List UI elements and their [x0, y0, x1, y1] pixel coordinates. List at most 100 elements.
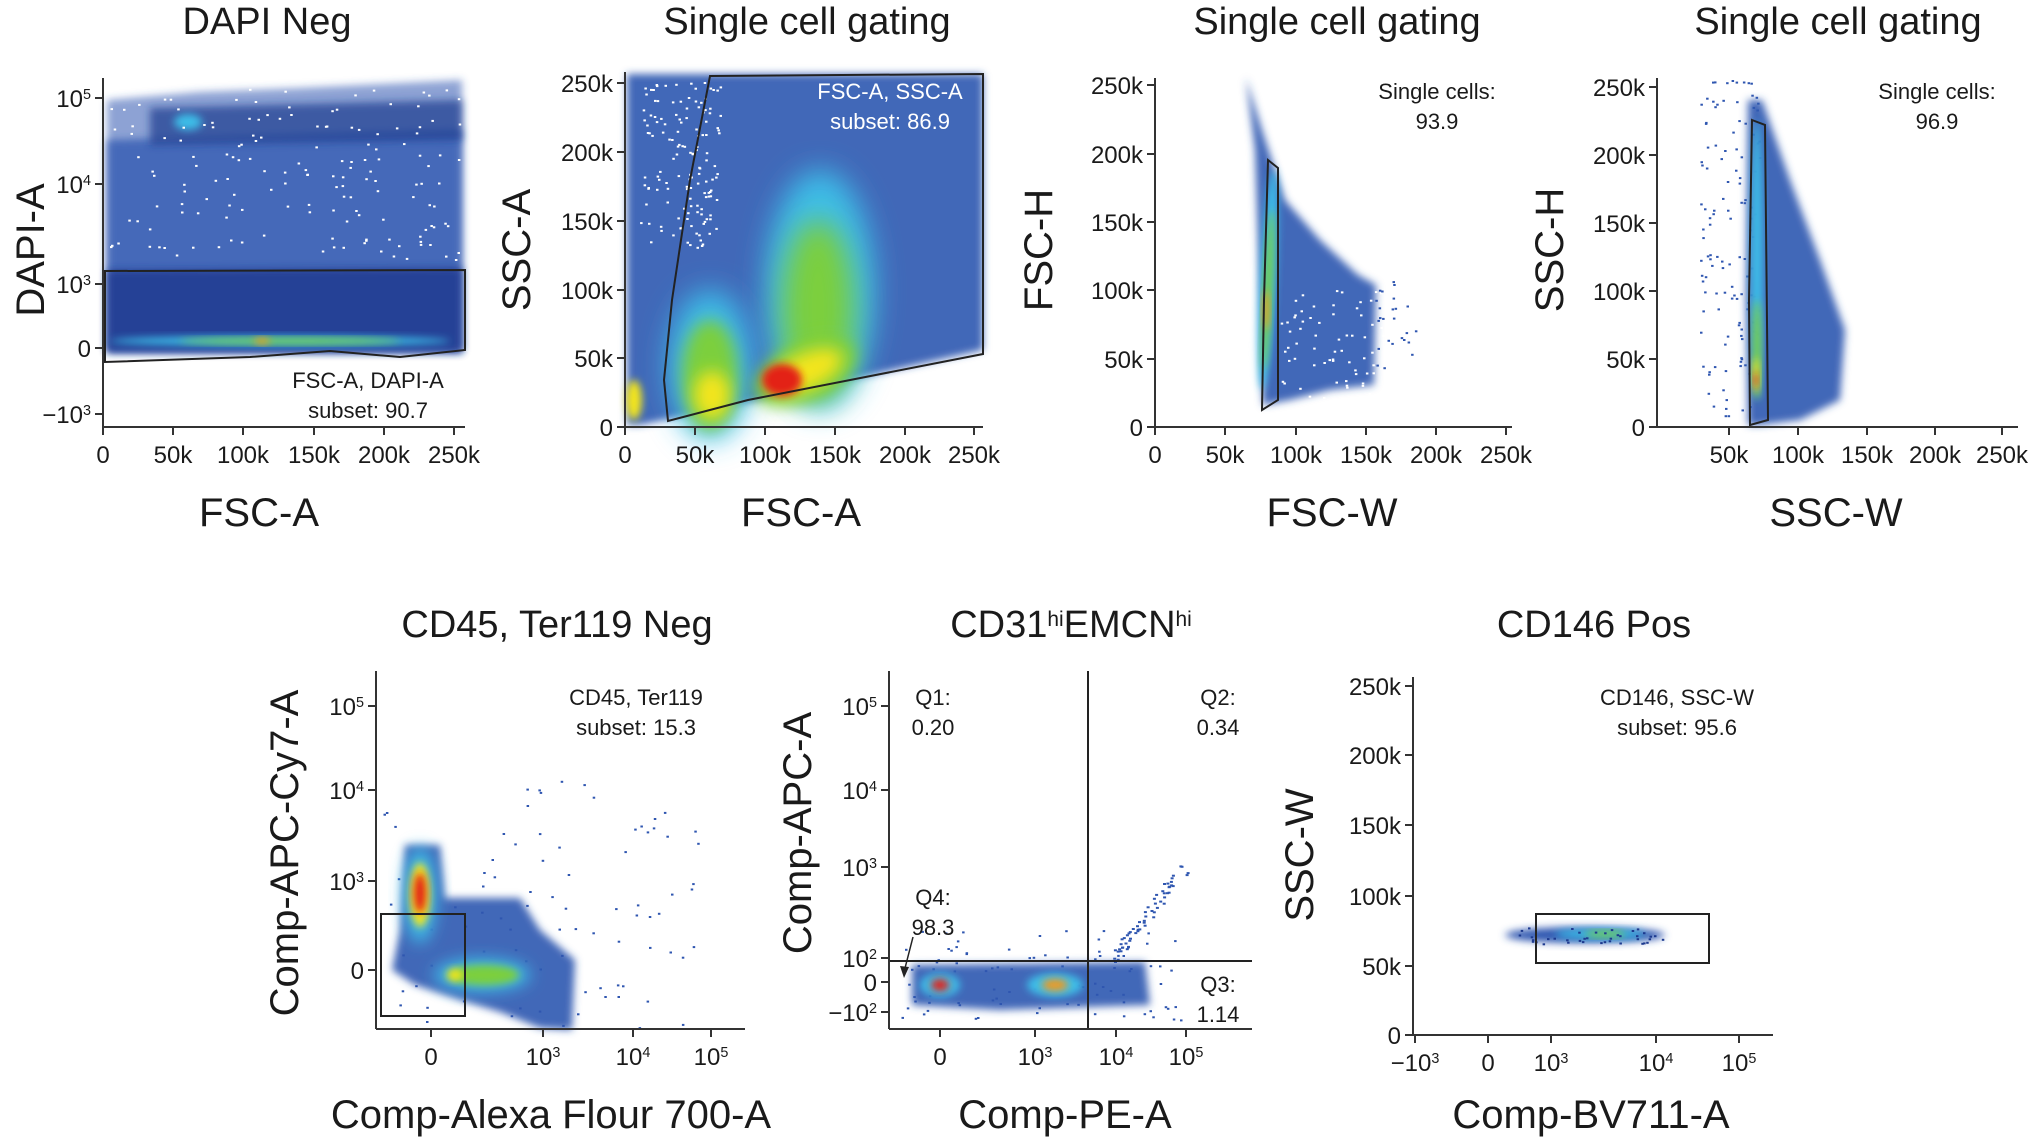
- event-dot: [363, 242, 366, 245]
- event-dot: [1354, 373, 1358, 376]
- event-dot: [430, 964, 433, 967]
- x-axis-label: Comp-Alexa Flour 700-A: [331, 1093, 771, 1137]
- event-dot: [424, 228, 428, 231]
- event-dot: [1389, 369, 1392, 372]
- event-dot: [1122, 937, 1126, 940]
- density-blob: [626, 380, 642, 420]
- event-dot: [1147, 932, 1150, 935]
- event-dot: [315, 146, 318, 149]
- event-dot: [1130, 968, 1133, 970]
- event-dot: [254, 101, 258, 103]
- panel-title: CD146 Pos: [1497, 604, 1691, 646]
- event-dot: [308, 211, 312, 214]
- event-dot: [1740, 328, 1743, 331]
- event-dot: [369, 170, 372, 173]
- event-dot: [1159, 965, 1162, 968]
- x-tick-label: 0: [1481, 1050, 1494, 1077]
- event-dot: [1387, 339, 1390, 342]
- event-dot: [1391, 342, 1394, 345]
- gate-annotation: 1.14: [1197, 1002, 1240, 1027]
- event-dot: [652, 827, 656, 830]
- event-dot: [1116, 950, 1120, 953]
- event-dot: [1155, 906, 1159, 909]
- event-dot: [1530, 936, 1534, 939]
- label-text: 10: [694, 1044, 721, 1071]
- event-dot: [709, 87, 713, 90]
- label-text: 150k: [1841, 442, 1894, 469]
- event-dot: [1365, 372, 1369, 375]
- event-dot: [1142, 921, 1146, 924]
- event-dot: [1360, 314, 1363, 317]
- label-text: 10: [329, 869, 356, 896]
- event-dot: [1411, 353, 1414, 356]
- event-dot: [1094, 958, 1097, 961]
- label-text: 50k: [1104, 347, 1144, 374]
- label-text: 150k: [809, 442, 862, 469]
- event-dot: [669, 951, 672, 954]
- density-blob: [762, 364, 802, 396]
- event-dot: [365, 238, 368, 241]
- density-blob: [174, 114, 202, 130]
- event-dot: [1294, 299, 1298, 302]
- event-dot: [430, 928, 433, 931]
- event-dot: [1136, 925, 1139, 928]
- event-dot: [365, 178, 368, 181]
- y-tick-label: 105: [842, 694, 877, 721]
- label-text: 200k: [561, 140, 614, 167]
- gate-annotation: 0.20: [912, 715, 955, 740]
- event-dot: [1113, 957, 1117, 960]
- event-dot: [675, 83, 678, 86]
- event-dot: [525, 960, 528, 963]
- label-text: 0: [864, 970, 877, 997]
- event-dot: [1729, 217, 1732, 220]
- gating-panel-6: 0 103 104 1051051041031020−102CD31hiEMCNhiC…: [776, 604, 1252, 1137]
- event-dot: [394, 825, 397, 828]
- event-dot: [240, 143, 243, 146]
- event-dot: [403, 143, 406, 146]
- event-dot: [675, 113, 678, 116]
- event-dot: [701, 243, 705, 246]
- event-dot: [1286, 321, 1289, 324]
- x-tick-label: 100k: [1270, 442, 1323, 469]
- event-dot: [1750, 82, 1753, 85]
- event-dot: [1571, 928, 1574, 930]
- event-dot: [1032, 956, 1036, 959]
- event-dot: [705, 120, 708, 123]
- event-dot: [1704, 276, 1708, 279]
- event-dot: [1392, 297, 1396, 300]
- event-dot: [1386, 363, 1390, 366]
- event-dot: [965, 952, 969, 955]
- event-dot: [1125, 934, 1129, 937]
- event-dot: [685, 107, 689, 110]
- event-dot: [1730, 297, 1734, 300]
- event-dot: [922, 1013, 926, 1016]
- label-text: 10: [56, 172, 83, 199]
- label-text: 150k: [561, 209, 614, 236]
- event-dot: [1359, 301, 1362, 304]
- event-dot: [1372, 364, 1375, 367]
- event-dot: [705, 180, 708, 183]
- event-dot: [1392, 317, 1396, 320]
- event-dot: [1335, 398, 1339, 401]
- event-dot: [1038, 935, 1042, 937]
- event-dot: [340, 160, 344, 163]
- event-dot: [382, 218, 385, 221]
- label-text: 250k: [1593, 75, 1646, 102]
- event-dot: [401, 990, 405, 993]
- event-dot: [709, 191, 712, 193]
- event-dot: [1119, 943, 1123, 946]
- event-dot: [1117, 954, 1120, 957]
- event-dot: [646, 132, 650, 134]
- event-dot: [1636, 935, 1639, 938]
- event-dot: [689, 151, 692, 154]
- event-dot: [526, 904, 529, 907]
- event-dot: [1008, 991, 1011, 993]
- event-dot: [617, 940, 621, 943]
- event-dot: [1044, 954, 1047, 957]
- panel-title: Single cell gating: [1694, 1, 1981, 43]
- event-dot: [405, 257, 409, 260]
- event-dot: [716, 173, 719, 176]
- y-tick-label: 102: [842, 946, 877, 973]
- event-dot: [417, 105, 420, 108]
- event-dot: [195, 164, 198, 167]
